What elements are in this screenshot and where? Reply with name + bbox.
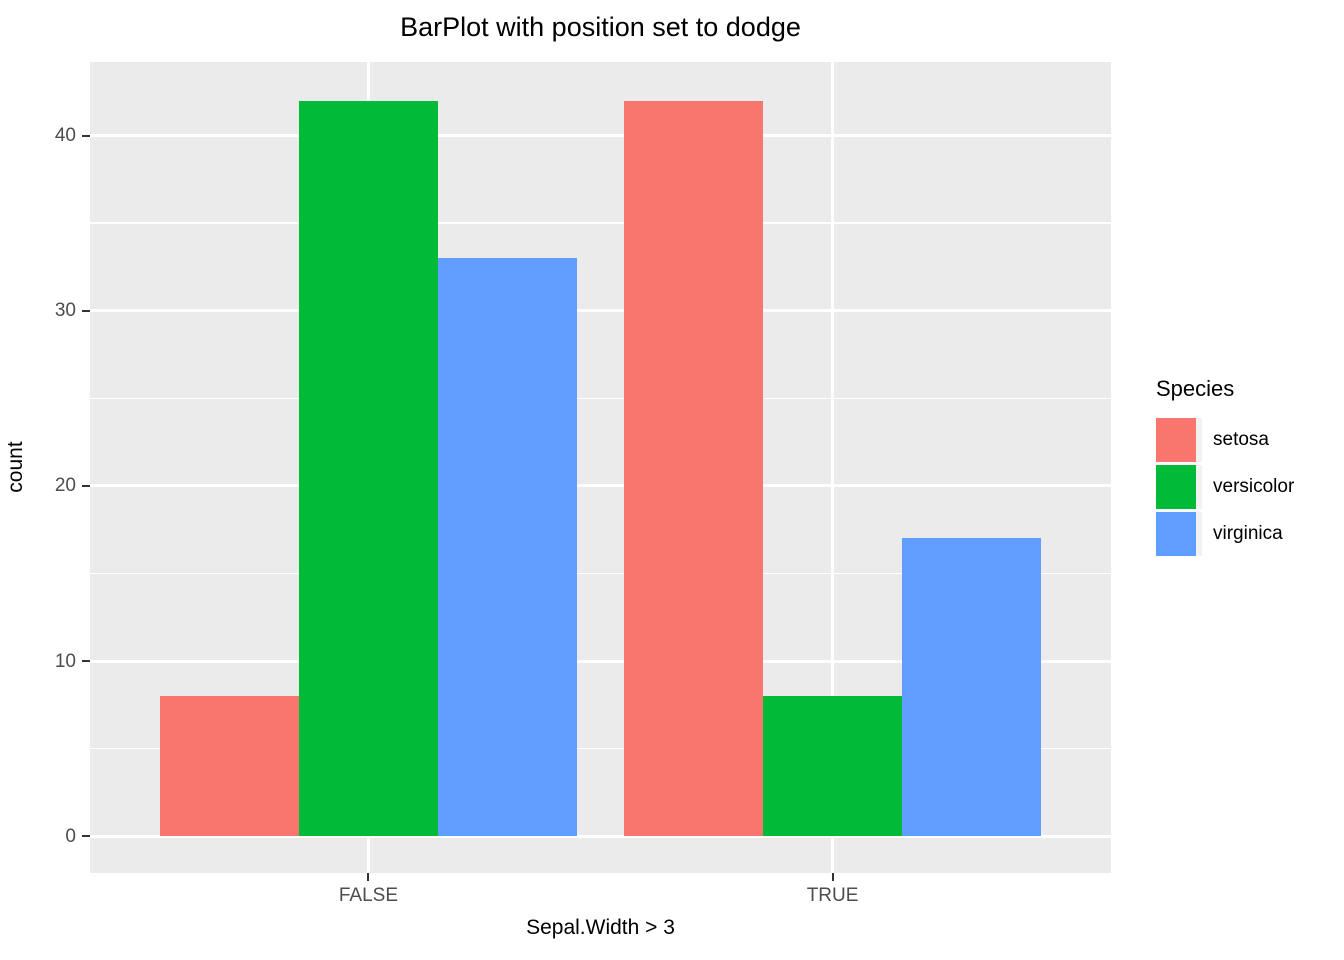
y-tick-mark [82,660,90,663]
y-tick-mark [82,134,90,137]
gridline-major [90,134,1111,138]
gridline-major-vertical [831,62,835,873]
legend-label: setosa [1213,429,1269,450]
gridline-major [90,309,1111,313]
legend-label: virginica [1213,523,1283,544]
legend-key [1156,465,1202,509]
x-tick-label: FALSE [338,885,398,906]
gridline-major [90,484,1111,488]
legend-key [1156,418,1202,462]
bar-versicolor-TRUE [762,696,903,837]
y-axis-title: count [4,441,27,493]
y-tick-label: 30 [54,300,76,322]
bar-virginica-TRUE [902,538,1042,837]
x-tick-mark [831,873,834,881]
gridline-minor [90,397,1111,400]
y-tick-label: 0 [65,825,76,847]
legend-swatch-versicolor [1156,465,1196,509]
plot-title: BarPlot with position set to dodge [400,12,801,42]
y-tick-mark [82,309,90,312]
bar-virginica-FALSE [438,258,578,837]
legend-swatch-setosa [1156,418,1196,462]
legend-entry: versicolor [1156,465,1294,509]
gridline-minor [90,572,1111,575]
legend: Species setosa versicolor virginica [1156,376,1294,559]
legend-label: versicolor [1213,476,1295,497]
bar-versicolor-FALSE [298,100,439,837]
x-tick-label: TRUE [806,885,859,906]
x-axis-title: Sepal.Width > 3 [526,916,675,939]
legend-title: Species [1156,376,1235,401]
gridline-minor [90,747,1111,750]
legend-entry: virginica [1156,512,1294,556]
y-tick-label: 10 [54,650,76,672]
plot-panel [90,62,1111,873]
gridline-major [90,659,1111,663]
bar-setosa-FALSE [159,696,299,837]
x-tick-mark [367,873,370,881]
legend-swatch-virginica [1156,512,1196,556]
legend-entries: setosa versicolor virginica [1156,418,1294,556]
y-tick-label: 20 [54,475,76,497]
bar-setosa-TRUE [623,100,763,837]
legend-key [1156,512,1202,556]
y-tick-label: 40 [54,125,76,147]
y-tick-mark [82,484,90,487]
gridline-major [90,834,1111,838]
y-tick-mark [82,835,90,838]
gridline-minor [90,222,1111,224]
legend-entry: setosa [1156,418,1294,462]
